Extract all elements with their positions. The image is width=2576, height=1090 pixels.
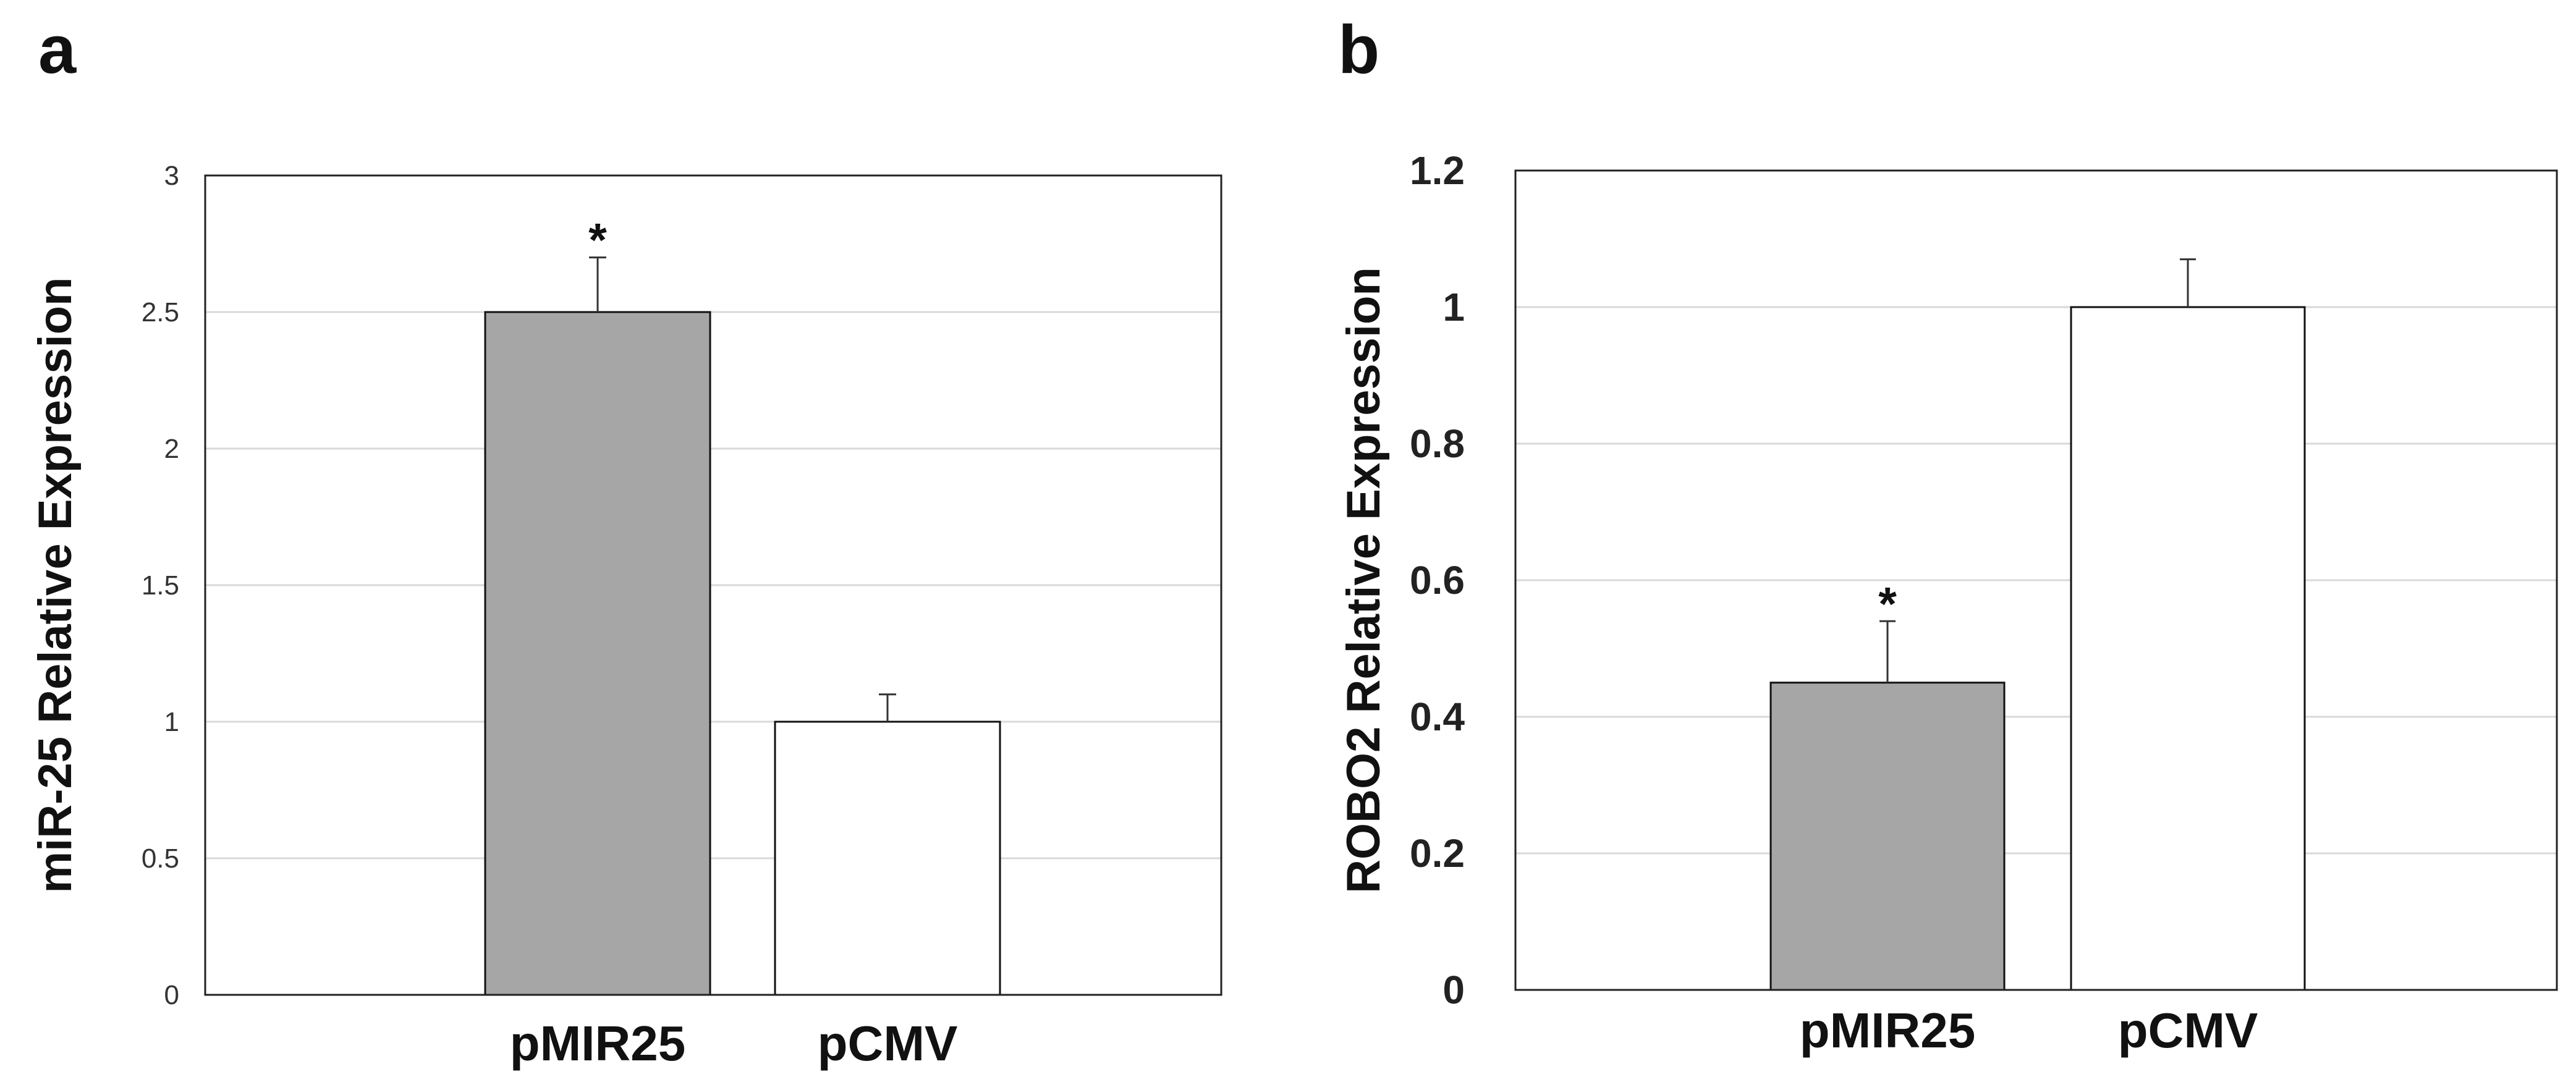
ytick-label-b-2: 0.4 [1410,695,1465,739]
panel-b-category-labels: pMIR25 pCMV [1800,1003,2258,1058]
ytick-label-b-5: 1 [1443,285,1465,329]
panel-a-ytick-labels: 0 0.5 1 1.5 2 2.5 3 [142,161,179,1010]
ytick-label-a-5: 2.5 [142,297,179,327]
ytick-label-a-4: 2 [164,434,179,464]
panel-a-plot-frame [204,174,1222,996]
panel-b-plot-frame [1514,169,2558,991]
panel-b-letter: b [1338,12,1379,88]
category-label-a-pmir25: pMIR25 [510,1016,686,1071]
ytick-label-b-0: 0 [1443,968,1465,1012]
bar-b-pmir25 [1769,682,2006,991]
bar-a-pcmv [774,720,1001,996]
panel-b: b * 0 0.2 0.4 0.6 0.8 1 1.2 pMIR25 pCMV ROBO2 R… [1337,12,2558,1058]
panel-b-ytick-labels: 0 0.2 0.4 0.6 0.8 1 1.2 [1410,148,1465,1012]
panel-a-letter: a [38,12,77,88]
category-label-a-pcmv: pCMV [818,1016,958,1071]
panel-a: a * 0 0.5 1 1.5 2 2.5 3 pMIR25 pCMV miR-25 Rela… [29,12,1222,1071]
ytick-label-b-4: 0.8 [1410,421,1465,466]
ytick-label-a-2: 1 [164,707,179,737]
bar-b-pcmv [2070,306,2306,991]
category-label-b-pmir25: pMIR25 [1800,1003,1976,1058]
significance-marker-b-pmir25: * [1878,578,1897,630]
panel-b-bars: * [1769,258,2306,991]
panel-a-bars: * [484,214,1001,996]
panel-b-ylabel: ROBO2 Relative Expression [1337,267,1390,894]
ytick-label-b-6: 1.2 [1410,148,1465,193]
category-label-b-pcmv: pCMV [2118,1003,2258,1058]
ytick-label-a-6: 3 [164,161,179,191]
ytick-label-a-0: 0 [164,980,179,1010]
ytick-label-b-3: 0.6 [1410,558,1465,602]
panel-b-gridlines [1515,306,2557,855]
panel-a-gridlines [205,311,1221,860]
ytick-label-a-3: 1.5 [142,570,179,601]
significance-marker-a-pmir25: * [588,214,607,267]
ytick-label-b-1: 0.2 [1410,831,1465,876]
panel-a-category-labels: pMIR25 pCMV [510,1016,958,1071]
bar-a-pmir25 [484,311,711,996]
ytick-label-a-1: 0.5 [142,843,179,874]
panel-a-ylabel: miR-25 Relative Expression [29,277,82,894]
